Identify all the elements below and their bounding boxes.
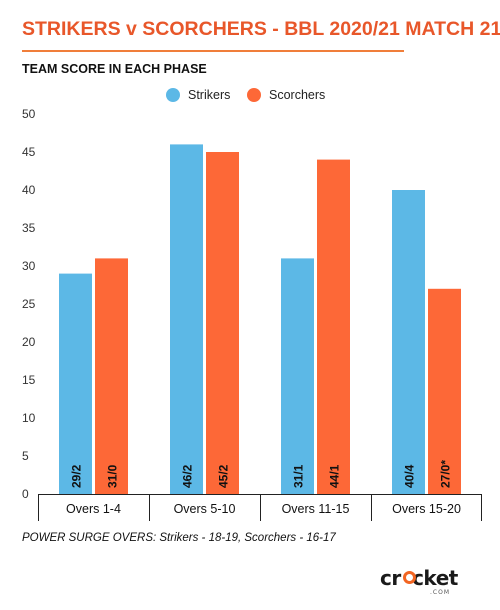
legend-item-strikers: Strikers: [166, 88, 230, 102]
legend-label-scorchers: Scorchers: [269, 88, 326, 102]
bar-data-label: 44/1: [328, 464, 342, 488]
logo-ring-icon: [403, 571, 416, 584]
y-tick-label: 5: [22, 449, 29, 463]
bar-strikers: [281, 258, 314, 494]
bar-strikers: [59, 273, 92, 494]
y-tick-label: 0: [22, 487, 29, 501]
chart-subtitle: TEAM SCORE IN EACH PHASE: [22, 62, 207, 76]
cricket-com-logo: crccket .COM: [380, 566, 472, 596]
legend-label-strikers: Strikers: [188, 88, 231, 102]
bar-data-label: 29/2: [70, 464, 84, 488]
x-category-label: Overs 15-20: [392, 502, 461, 516]
logo-subtext: .COM: [430, 589, 450, 596]
bar-scorchers: [95, 258, 128, 494]
bar-strikers: [392, 190, 425, 494]
title-underline: [22, 50, 404, 52]
bar-strikers: [170, 144, 203, 494]
y-tick-label: 45: [22, 145, 36, 159]
y-tick-label: 10: [22, 411, 36, 425]
logo-text: crccket: [380, 566, 458, 590]
bar-scorchers: [206, 152, 239, 494]
legend-swatch-strikers: [166, 88, 180, 102]
y-tick-label: 40: [22, 183, 36, 197]
y-tick-label: 50: [22, 107, 36, 121]
bar-data-label: 45/2: [217, 464, 231, 488]
footnote: POWER SURGE OVERS: Strikers - 18-19, Sco…: [22, 532, 336, 544]
y-tick-label: 15: [22, 373, 36, 387]
bar-data-label: 31/0: [106, 464, 120, 488]
bar-data-label: 46/2: [181, 464, 195, 488]
bar-data-label: 27/0*: [439, 460, 453, 488]
legend-item-scorchers: Scorchers: [247, 88, 325, 102]
y-tick-label: 30: [22, 259, 36, 273]
bar-scorchers: [428, 288, 461, 494]
x-category-label: Overs 11-15: [282, 502, 350, 516]
x-category-label: Overs 1-4: [66, 502, 121, 516]
bar-chart: 0 5 10 15 20 25 30 35 40 45 50 29/2 31/0 Overs 1-4 46/…: [22, 107, 482, 521]
x-category-label: Overs 5-10: [174, 502, 236, 516]
chart-title: STRIKERS v SCORCHERS - BBL 2020/21 MATCH…: [22, 18, 500, 40]
y-tick-label: 25: [22, 297, 36, 311]
bar-data-label: 31/1: [292, 464, 306, 488]
bar-scorchers: [317, 159, 350, 494]
y-tick-label: 35: [22, 221, 36, 235]
legend-swatch-scorchers: [247, 88, 261, 102]
y-tick-label: 20: [22, 335, 36, 349]
bar-data-label: 40/4: [403, 464, 417, 488]
